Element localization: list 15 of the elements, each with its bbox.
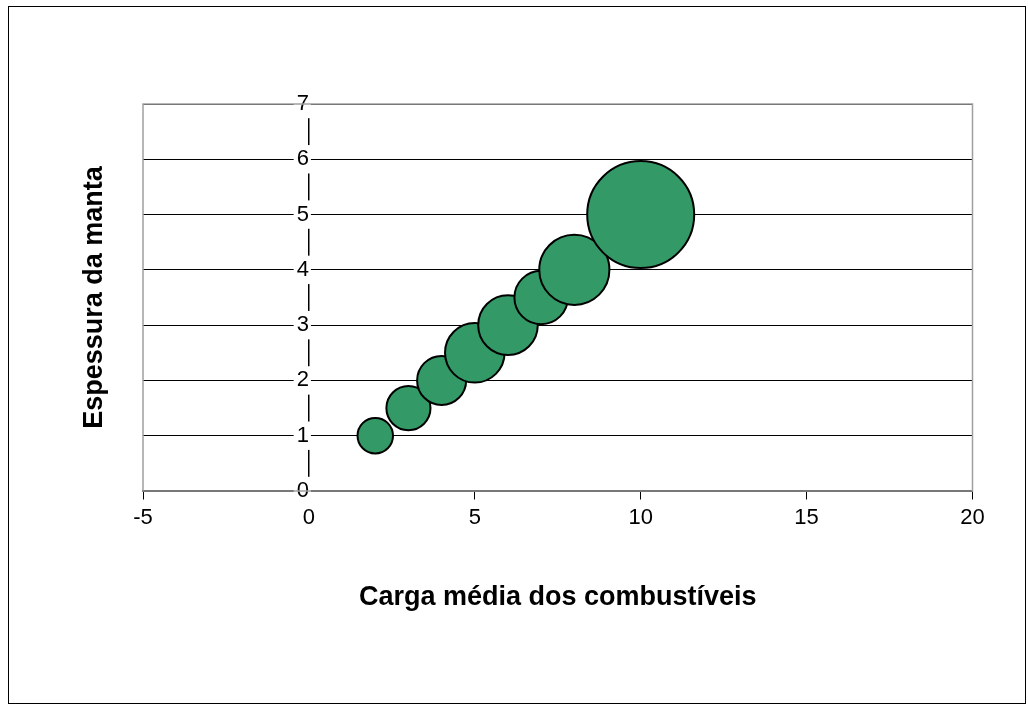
x-axis-title: Carga média dos combustíveis [358,581,757,612]
y-tick-label: 5 [296,200,309,226]
y-tick-label: 3 [296,311,309,337]
y-tick-label: 7 [296,90,309,116]
y-tick-label: 6 [296,145,309,171]
x-tick-label: -5 [133,504,153,530]
x-tick-label: 15 [794,504,819,530]
x-tick-label: 20 [960,504,985,530]
x-tick-label: 10 [628,504,653,530]
y-axis-title: Espessura da manta [78,165,109,429]
y-tick-label: 2 [296,366,309,392]
x-tick-label: 5 [468,504,481,530]
y-tick-label: 0 [296,477,309,503]
y-tick-label: 1 [296,421,309,447]
y-tick-label: 4 [296,255,309,281]
